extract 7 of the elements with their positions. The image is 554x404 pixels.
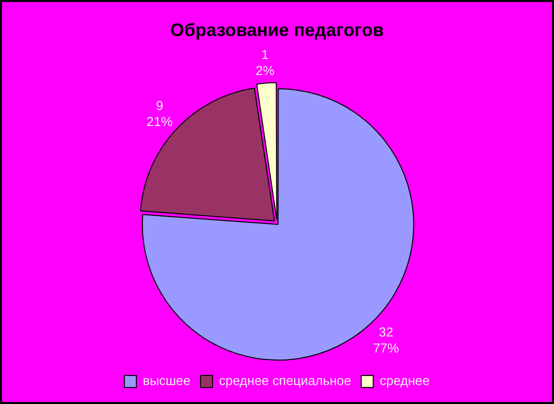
legend-label: высшее [142, 373, 191, 388]
data-label: 9 21% [146, 98, 174, 129]
chart-title: Образование педагогов [170, 20, 384, 40]
data-label: 32 77% [372, 324, 400, 356]
legend-label: среднее [380, 373, 430, 388]
legend-label: среднее специальное [219, 373, 352, 388]
data-label: 1 2% [256, 47, 275, 78]
